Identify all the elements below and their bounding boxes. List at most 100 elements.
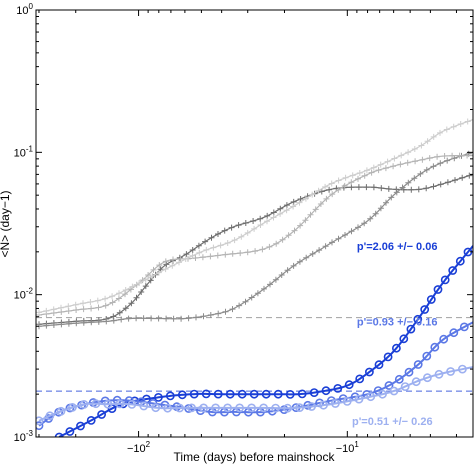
series-6-point-37 <box>439 334 449 344</box>
series-3-point-11 <box>109 299 116 306</box>
series-3-point-33 <box>259 246 266 253</box>
series-2-point-6 <box>73 320 80 327</box>
y-tick-label-4: 100 <box>16 2 33 17</box>
series-7-point-16 <box>211 403 220 413</box>
series-4-point-43 <box>322 183 329 190</box>
series-5-point-23 <box>309 388 319 397</box>
series-4-point-62 <box>450 123 457 130</box>
series-3-point-30 <box>237 250 244 257</box>
annotation-2: p'=0.93 +/− 0.16 <box>357 316 438 328</box>
y-tick-label-2: 10-2 <box>14 287 34 302</box>
series-3-point-44 <box>323 195 330 202</box>
series-2-point-52 <box>383 199 389 206</box>
series-5-point-19 <box>261 389 271 399</box>
series-2-point-19 <box>170 315 177 322</box>
series-5-point-33 <box>406 324 416 334</box>
series-2-point-10 <box>103 318 110 325</box>
series-4-point-4 <box>58 304 64 311</box>
series-5-point-39 <box>448 266 458 275</box>
series-2-point-51 <box>377 205 384 212</box>
series-3-point-25 <box>199 254 206 261</box>
annotation-3: p'=0.51 +/− 0.26 <box>352 416 433 428</box>
series-5-point-11 <box>165 391 175 401</box>
series-3-point-27 <box>214 252 221 259</box>
series-4 <box>36 118 473 316</box>
series-2-point-5 <box>65 320 72 327</box>
series-7-point-18 <box>235 403 244 413</box>
x-axis-label: Time (days) before mainshock <box>174 450 336 464</box>
series-3-point-53 <box>382 165 389 172</box>
series-2-point-3 <box>50 322 57 328</box>
series-7-point-26 <box>330 399 340 408</box>
series-1-point-18 <box>147 277 154 284</box>
series-5-point-15 <box>213 389 223 399</box>
series-1-point-31 <box>228 224 235 231</box>
series-2-point-7 <box>80 319 87 326</box>
series-3-point-22 <box>177 255 184 262</box>
series-4-point-44 <box>328 180 335 187</box>
series-4-point-57 <box>418 142 425 149</box>
series-4-point-40 <box>302 195 309 202</box>
series-2-point-20 <box>178 315 185 322</box>
series-1-point-61 <box>444 179 451 186</box>
series-4-point-53 <box>391 155 398 162</box>
series-4-point-61 <box>443 126 450 133</box>
series-3-point-64 <box>464 152 471 159</box>
series-6-point-1 <box>36 421 44 431</box>
series-4-point-18 <box>155 269 162 276</box>
series-6-point-32 <box>394 374 404 384</box>
series-2-point-48 <box>361 220 368 227</box>
series-3-point-8 <box>88 305 95 312</box>
series-1-point-30 <box>221 227 228 234</box>
series-2-point-31 <box>254 290 261 297</box>
series-2-point-14 <box>133 315 140 322</box>
series-7-point-30 <box>378 389 387 399</box>
series-1-point-29 <box>215 231 221 237</box>
series-3-point-38 <box>291 227 298 234</box>
series-5-point-31 <box>391 343 401 353</box>
series-1-point-51 <box>370 184 377 191</box>
series-3-point-48 <box>348 179 355 186</box>
x-tick-label-2: −101 <box>336 440 360 455</box>
plot-frame <box>35 9 474 438</box>
series-4-point-49 <box>363 167 370 174</box>
series-2-point-27 <box>229 306 236 313</box>
series-2-point-50 <box>372 210 379 217</box>
annotation-layer: p'=2.06 +/− 0.06 p'=0.93 +/− 0.16 p'=0.51 … <box>352 241 437 428</box>
series-1-point-25 <box>189 247 196 253</box>
series-2-point-41 <box>316 247 323 254</box>
series-4-point-3 <box>50 306 57 313</box>
series-1-point-28 <box>208 234 215 241</box>
series-3-point-52 <box>375 167 382 174</box>
series-4-point-29 <box>231 237 238 244</box>
series-4-point-22 <box>182 256 189 262</box>
series-3-point-50 <box>361 172 368 179</box>
series-4-point-30 <box>238 233 245 240</box>
y-tick-label-3: 10-1 <box>14 144 34 159</box>
series-7-point-21 <box>271 403 280 413</box>
series-5-point-4 <box>86 415 96 425</box>
series-4-point-45 <box>335 177 342 184</box>
series-2-point-28 <box>236 302 243 309</box>
series-2-point-59 <box>423 166 430 173</box>
series-1-point-45 <box>326 186 333 193</box>
series-4-point-13 <box>122 287 129 293</box>
series-2-point-15 <box>140 315 147 322</box>
series-2-point-46 <box>348 228 355 235</box>
series-5-point-21 <box>285 389 295 399</box>
series-2-point-24 <box>207 312 214 318</box>
series-2-point-37 <box>290 262 297 269</box>
series-5-point-25 <box>333 383 343 393</box>
series-1-point-63 <box>459 174 466 181</box>
series-1-point-32 <box>235 222 242 229</box>
series-3-point-42 <box>312 206 319 213</box>
series-5-point-26 <box>344 380 354 390</box>
series-7-point-5 <box>79 399 89 409</box>
series-2-point-17 <box>155 315 162 322</box>
series-2-point-55 <box>399 184 406 191</box>
series-4-point-36 <box>277 210 284 217</box>
series-3-point-29 <box>229 250 236 257</box>
series-3-point-46 <box>335 186 342 193</box>
series-4-point-50 <box>370 164 377 171</box>
series-2-point-60 <box>430 163 437 170</box>
